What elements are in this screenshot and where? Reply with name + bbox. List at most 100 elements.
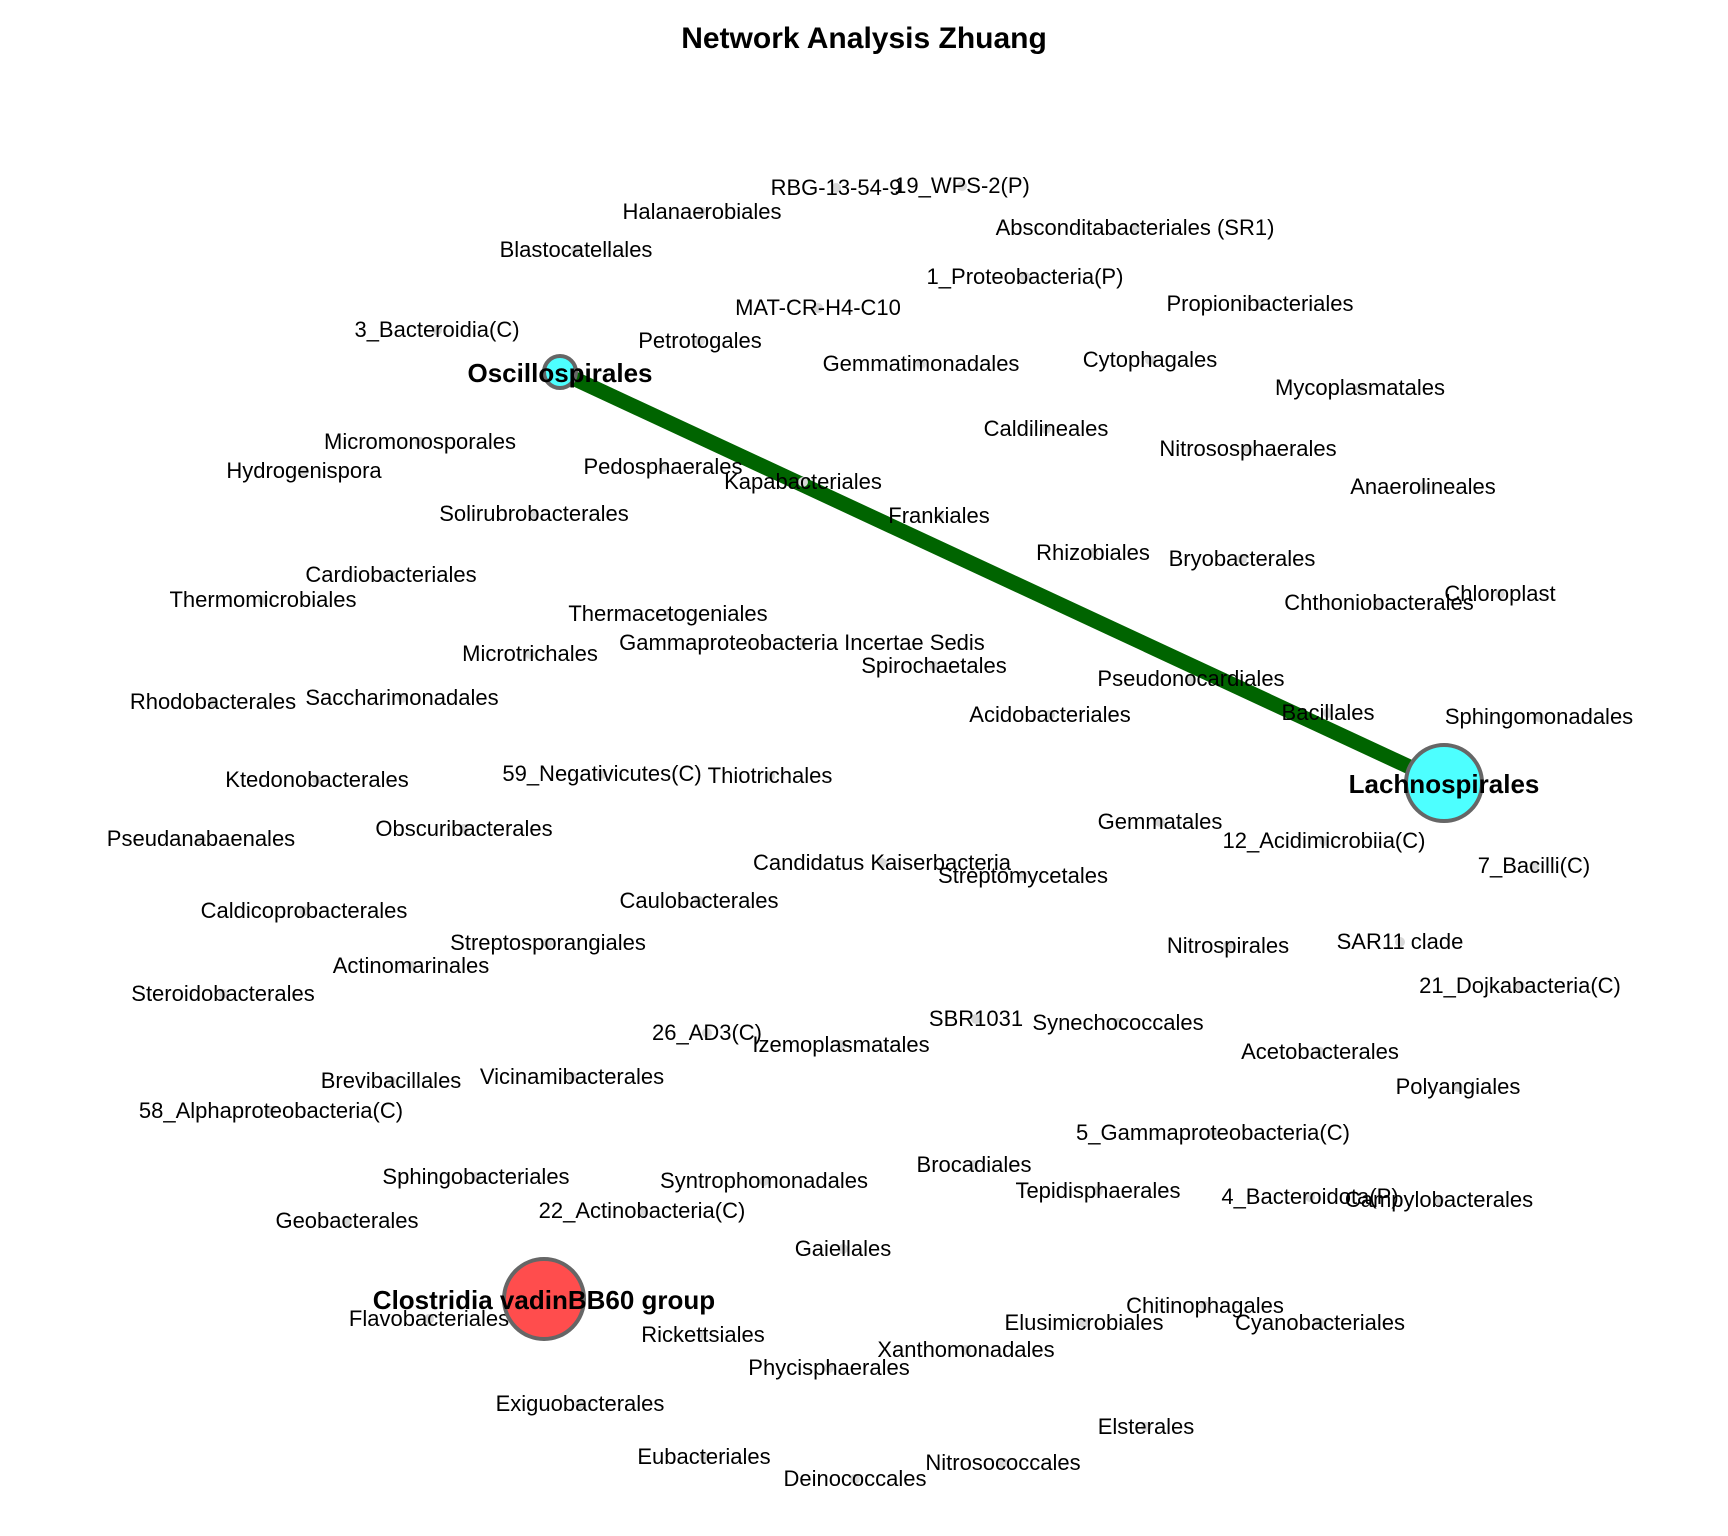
node-exiguobacterales: Exiguobacterales <box>496 1391 665 1416</box>
node-cytophagales: Cytophagales <box>1083 347 1218 372</box>
node-dot <box>299 466 309 476</box>
node-label: Caldicoprobacterales <box>201 898 408 923</box>
node-dot <box>1315 1047 1325 1057</box>
node-streptosporangiales: Streptosporangiales <box>450 930 646 955</box>
node-rhizobiales: Rhizobiales <box>1036 540 1150 565</box>
node-dot <box>196 834 206 844</box>
node-label: Brocadiales <box>917 1152 1032 1177</box>
node-dot <box>765 771 775 781</box>
node-label: 3_Bacteroidia(C) <box>354 317 519 342</box>
node-circle <box>1404 743 1484 823</box>
node-polyangiales: Polyangiales <box>1396 1074 1521 1099</box>
node-label: Kapabacteriales <box>724 469 882 494</box>
node-label: Mycoplasmatales <box>1275 375 1445 400</box>
node-label: Halanaerobiales <box>623 199 782 224</box>
node-bryobacterales: Bryobacterales <box>1169 546 1316 571</box>
node-label: Syntrophomonadales <box>660 1168 868 1193</box>
node-dot <box>1113 1018 1123 1028</box>
node-label: Clostridia vadinBB60 group <box>373 1285 715 1315</box>
node-lachnospirales: Lachnospirales <box>1349 743 1540 823</box>
node-dot <box>1305 1192 1315 1202</box>
node-chthoniobacterales: Chthoniobacterales <box>1284 590 1474 615</box>
node-halanaerobiales: Halanaerobiales <box>623 199 782 224</box>
node-acidobacteriales: Acidobacteriales <box>969 702 1130 727</box>
node-label: Propionibacteriales <box>1166 291 1353 316</box>
node-dot <box>1243 444 1253 454</box>
node-label: Tepidisphaerales <box>1015 1178 1180 1203</box>
node-dot <box>1223 941 1233 951</box>
node-dot <box>1395 937 1405 947</box>
node-22-actinobacteria-c: 22_Actinobacteria(C) <box>539 1198 746 1223</box>
node-label: Anaerolineales <box>1350 474 1496 499</box>
node-label: Saccharimonadales <box>305 685 498 710</box>
node-label: Obscuribacterales <box>375 816 552 841</box>
node-label: Absconditabacteriales (SR1) <box>996 215 1275 240</box>
node-frankiales: Frankiales <box>888 503 989 528</box>
node-dot <box>1130 223 1140 233</box>
major-nodes-layer: Oscillospirales Lachnospirales Clostridia … <box>373 354 1540 1341</box>
node-label: Thermomicrobiales <box>169 587 356 612</box>
node-label: 26_AD3(C) <box>652 1020 762 1045</box>
node-phycisphaerales: Phycisphaerales <box>748 1355 909 1380</box>
node-26-ad3-c: 26_AD3(C) <box>652 1020 762 1045</box>
node-label: Synechococcales <box>1032 1010 1203 1035</box>
node-syntrophomonadales: Syntrophomonadales <box>660 1168 868 1193</box>
node-label: Petrotogales <box>638 328 762 353</box>
node-dot <box>824 1363 834 1373</box>
node-dot <box>929 661 939 671</box>
node-label: Bryobacterales <box>1169 546 1316 571</box>
node-dot <box>838 1244 848 1254</box>
node-label: Chthoniobacterales <box>1284 590 1474 615</box>
node-dot <box>759 1176 769 1186</box>
node-dot <box>386 570 396 580</box>
node-label: Pseudonocardiales <box>1097 666 1284 691</box>
node-label: 22_Actinobacteria(C) <box>539 1198 746 1223</box>
node-19-wps-2-p: 19_WPS-2(P) <box>894 173 1030 198</box>
node-label: Bacillales <box>1282 700 1375 725</box>
node-rickettsiales: Rickettsiales <box>641 1322 764 1347</box>
node-flavobacteriales: Flavobacteriales <box>349 1306 509 1331</box>
node-dot <box>529 509 539 519</box>
node-dot <box>1145 355 1155 365</box>
node-dot <box>406 961 416 971</box>
node-59-negativicutes-c: 59_Negativicutes(C) <box>502 761 701 786</box>
node-dot <box>1434 1195 1444 1205</box>
node-actinomarinales: Actinomarinales <box>333 953 490 978</box>
node-kapabacteriales: Kapabacteriales <box>724 469 882 494</box>
node-dot <box>1355 383 1365 393</box>
node-label: Rickettsiales <box>641 1322 764 1347</box>
node-dot <box>415 437 425 447</box>
node-caldicoprobacterales: Caldicoprobacterales <box>201 898 408 923</box>
node-dot <box>1515 981 1525 991</box>
node-solirubrobacterales: Solirubrobacterales <box>439 501 629 526</box>
edges-layer <box>556 365 1448 790</box>
node-label: MAT-CR-H4-C10 <box>735 295 901 320</box>
node-dot <box>637 1206 647 1216</box>
node-dot <box>432 325 442 335</box>
node-obscuribacterales: Obscuribacterales <box>375 816 552 841</box>
node-label: Exiguobacterales <box>496 1391 665 1416</box>
node-dot <box>797 638 807 648</box>
node-label: Elsterales <box>1098 1414 1195 1439</box>
node-dot <box>1534 712 1544 722</box>
node-circle <box>542 354 578 390</box>
node-dot <box>1319 836 1329 846</box>
node-synechococcales: Synechococcales <box>1032 1010 1203 1035</box>
node-label: Chitinophagales <box>1126 1293 1284 1318</box>
node-dot <box>850 1474 860 1484</box>
node-label: 1_Proteobacteria(P) <box>927 264 1124 289</box>
node-label: Pseudanabaenales <box>107 826 295 851</box>
node-label: Hydrogenispora <box>226 458 382 483</box>
node-label: Micromonosporales <box>324 429 516 454</box>
node-thiotrichales: Thiotrichales <box>708 763 833 788</box>
node-izemoplasmatales: Izemoplasmatales <box>752 1032 929 1057</box>
node-label: Streptosporangiales <box>450 930 646 955</box>
node-gammaproteobacteria-incertae-sedis: Gammaproteobacteria Incertae Sedis <box>619 630 985 655</box>
node-label: 4_Bacteroidota(P) <box>1221 1184 1398 1209</box>
node-label: Polyangiales <box>1396 1074 1521 1099</box>
node-campylobacterales: Campylobacterales <box>1345 1187 1533 1212</box>
node-dot <box>698 1330 708 1340</box>
node-cyanobacteriales: Cyanobacteriales <box>1235 1310 1405 1335</box>
node-label: Lachnospirales <box>1349 769 1540 799</box>
node-sphingomonadales: Sphingomonadales <box>1445 704 1633 729</box>
